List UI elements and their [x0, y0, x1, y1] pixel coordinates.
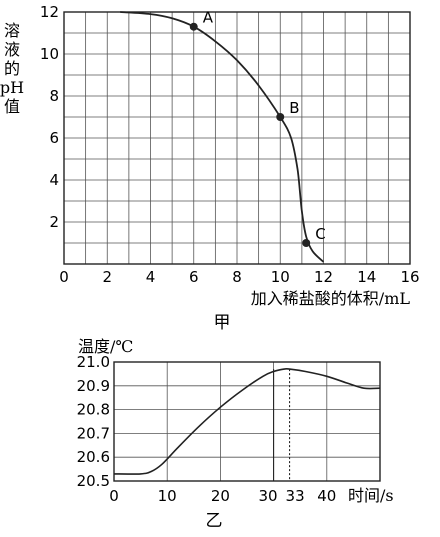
ph-y-label-line: pH [0, 78, 24, 97]
ph-x-tick-label: 4 [146, 268, 156, 286]
ph-y-label-line: 液 [4, 40, 20, 59]
temp-y-axis-label: 温度/℃ [78, 337, 133, 356]
ph-x-axis-label: 加入稀盐酸的体积/mL [251, 289, 411, 308]
ph-y-label-line: 值 [4, 97, 20, 116]
ph-y-tick-label: 2 [49, 213, 59, 231]
temp-y-tick-label: 20.6 [77, 448, 110, 466]
ph-x-tick-label: 16 [400, 268, 419, 286]
ph-y-tick-label: 4 [49, 171, 59, 189]
ph-x-tick-label: 0 [59, 268, 69, 286]
ph-y-tick-labels: 2 4 6 8 10 12 [40, 3, 59, 231]
temp-y-tick-label: 20.8 [77, 401, 110, 419]
temp-x-axis-label: 时间/s [348, 486, 394, 505]
temp-marker-lines [273, 369, 291, 481]
temp-x-tick-label: 0 [109, 487, 119, 505]
temp-plot-frame [113, 361, 381, 482]
ph-y-tick-label: 10 [40, 45, 59, 63]
ph-x-tick-label: 6 [189, 268, 199, 286]
ph-x-tick-label: 2 [102, 268, 112, 286]
ph-x-tick-labels: 0 2 4 6 8 10 12 14 16 [59, 268, 419, 286]
ph-x-tick-label: 14 [357, 268, 376, 286]
ph-plot-frame [63, 11, 411, 265]
ph-point-label: B [289, 99, 299, 117]
ph-x-tick-label: 12 [314, 268, 333, 286]
ph-x-tick-label: 10 [271, 268, 290, 286]
ph-x-tick-label: 8 [232, 268, 242, 286]
temp-x-tick-label: 10 [158, 487, 177, 505]
ph-y-tick-label: 12 [40, 3, 59, 21]
temp-curve [113, 368, 381, 475]
temp-y-tick-label: 20.9 [77, 377, 110, 395]
ph-caption: 甲 [214, 313, 231, 333]
temp-y-tick-label: 20.5 [77, 472, 110, 490]
temp-y-tick-label: 20.7 [77, 424, 110, 442]
temp-caption: 乙 [206, 511, 223, 531]
ph-point-marker [189, 22, 198, 31]
temp-chart: 0 10 20 30 33 40 20.5 20.6 20.7 20.8 20.9 21.0 温度/… [77, 337, 394, 531]
ph-points: A B C [189, 9, 326, 247]
ph-gridlines [64, 12, 410, 264]
ph-y-label-line: 溶 [4, 21, 20, 40]
temp-x-tick-label: 30 [259, 487, 278, 505]
ph-y-tick-label: 8 [49, 87, 59, 105]
ph-point-label: C [315, 225, 325, 243]
temp-x-tick-label: 33 [286, 487, 305, 505]
temp-y-tick-labels: 20.5 20.6 20.7 20.8 20.9 21.0 [77, 353, 110, 490]
temp-x-tick-label: 40 [317, 487, 336, 505]
ph-point-marker [302, 239, 311, 247]
ph-point-label: A [203, 9, 214, 27]
temp-x-tick-labels: 0 10 20 30 33 40 [109, 487, 336, 505]
temp-y-tick-label: 21.0 [77, 353, 110, 371]
ph-y-label-line: 的 [4, 59, 20, 78]
ph-point-marker [276, 113, 285, 121]
ph-y-tick-label: 6 [49, 129, 59, 147]
temp-x-tick-label: 20 [211, 487, 230, 505]
ph-curve [120, 11, 325, 263]
